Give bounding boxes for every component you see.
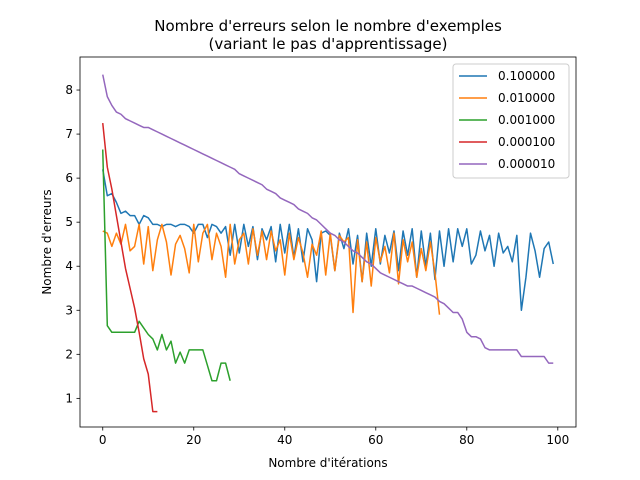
x-tick-label: 80 — [459, 433, 474, 447]
legend-label-0: 0.100000 — [498, 69, 555, 83]
y-tick-label: 5 — [65, 215, 73, 229]
series-line-0 — [102, 169, 554, 312]
series-line-2 — [102, 149, 231, 382]
x-tick-label: 0 — [99, 433, 107, 447]
x-tick-label: 60 — [368, 433, 383, 447]
series-line-4 — [102, 74, 554, 364]
plot-frame — [79, 56, 577, 428]
legend-label-1: 0.010000 — [498, 91, 555, 105]
legend: 0.100000 0.010000 0.001000 0.000100 0.000010 — [452, 63, 570, 179]
y-tick-label: 4 — [65, 259, 73, 273]
legend-label-3: 0.000100 — [498, 135, 555, 149]
x-tick-label: 100 — [546, 433, 569, 447]
axes-layer: 0 20 40 60 80 100 1 2 3 4 5 6 7 8 — [65, 56, 577, 447]
y-tick-label: 6 — [65, 171, 73, 185]
y-tick-label: 7 — [65, 127, 73, 141]
y-axis-label: Nombre d'erreurs — [40, 189, 54, 294]
y-tick-label: 1 — [65, 391, 73, 405]
legend-label-2: 0.001000 — [498, 113, 555, 127]
y-tick-label: 3 — [65, 303, 73, 317]
y-tick-label: 2 — [65, 347, 73, 361]
series-layer — [102, 74, 554, 413]
legend-box — [452, 63, 570, 179]
series-line-1 — [102, 223, 441, 315]
x-tick-label: 20 — [186, 433, 201, 447]
series-line-3 — [102, 122, 158, 413]
legend-label-4: 0.000010 — [498, 157, 555, 171]
y-tick-label: 8 — [65, 83, 73, 97]
chart-title: Nombre d'erreurs selon le nombre d'exemp… — [154, 17, 502, 35]
x-tick-label: 40 — [277, 433, 292, 447]
chart-subtitle: (variant le pas d'apprentissage) — [209, 35, 448, 53]
x-axis-label: Nombre d'itérations — [268, 456, 387, 470]
